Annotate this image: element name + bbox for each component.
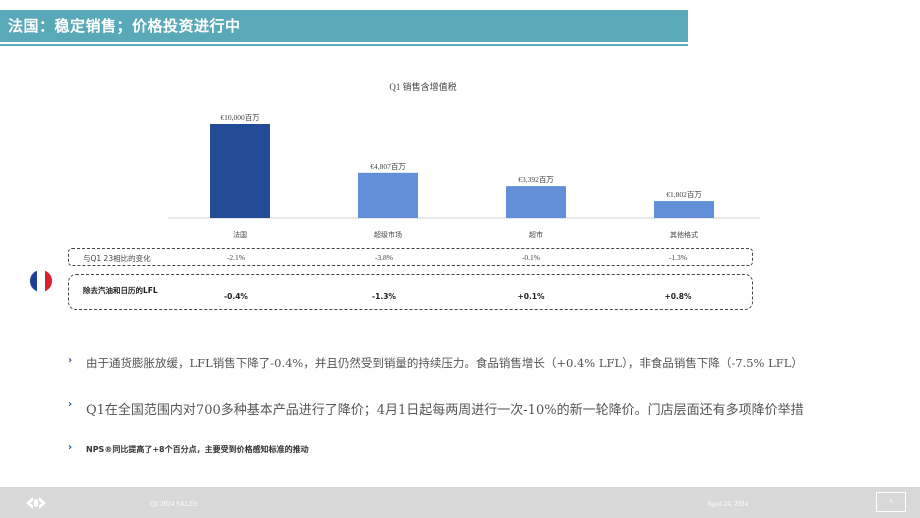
- chevron-right-icon: ›: [68, 399, 73, 410]
- footer-date: April 24, 2024: [707, 500, 749, 508]
- chevron-right-icon: ›: [68, 355, 73, 366]
- chart-title: Q1 销售含增值税: [389, 82, 457, 92]
- bar-data-label: €3,392百万: [518, 175, 554, 184]
- bar-data-label: €1,802百万: [666, 190, 702, 199]
- bar-1: [358, 172, 418, 218]
- bullet-text: Q1在全国范围内对700多种基本产品进行了降价；4月1日起每两周进行一次-10%…: [86, 403, 804, 418]
- change-cell-hypermarkets: -3.8%: [374, 253, 394, 262]
- lfl-cell-hypermarkets: -1.3%: [372, 292, 396, 301]
- bullet-item: › NPS®同比提高了+8个百分点，主要受到价格感知标准的推动: [68, 442, 309, 455]
- page-title: 法国：稳定销售；价格投资进行中: [8, 17, 241, 35]
- category-label: 其他格式: [670, 230, 698, 239]
- bullet-text: NPS®同比提高了+8个百分点，主要受到价格感知标准的推动: [86, 445, 309, 454]
- flag-stripe-blue: [30, 270, 38, 292]
- bullet-item: › Q1在全国范围内对700多种基本产品进行了降价；4月1日起每两周进行一次-1…: [68, 399, 804, 418]
- lfl-row-label: 除去汽油和日历的LFL: [83, 286, 158, 295]
- bullet-text: 由于通货膨胀放缓，LFL销售下降了-0.4%，并且仍然受到销量的持续压力。食品销…: [86, 356, 803, 370]
- flag-stripe-white: [37, 270, 45, 292]
- category-label: 超市: [529, 230, 543, 239]
- flag-stripe-red: [44, 270, 52, 292]
- bullet-item: › 由于通货膨胀放缓，LFL销售下降了-0.4%，并且仍然受到销量的持续压力。食…: [68, 355, 803, 371]
- chevron-right-icon: ›: [68, 442, 73, 453]
- bar-3: [654, 201, 714, 218]
- footer-left-text: Q1 2024 SALES: [150, 500, 198, 508]
- bar-data-label: €4,807百万: [370, 162, 406, 171]
- lfl-cell-other-formats: +0.8%: [664, 292, 692, 301]
- france-flag-icon: [30, 270, 52, 292]
- change-cell-other-formats: -1.3%: [668, 253, 688, 262]
- bar-0: [210, 124, 270, 218]
- title-underline: [0, 44, 688, 46]
- bar-2: [506, 186, 566, 218]
- lfl-cell-france: -0.4%: [224, 292, 248, 301]
- title-bar: 法国：稳定销售；价格投资进行中: [0, 10, 688, 42]
- lfl-cell-supermarkets: +0.1%: [517, 292, 545, 301]
- footer: Q1 2024 SALES April 24, 2024 9: [0, 487, 920, 518]
- change-row-label: 与Q1 23相比的变化: [83, 254, 151, 263]
- category-label: 超级市场: [374, 230, 402, 239]
- change-cell-supermarkets: -0.1%: [521, 253, 541, 262]
- category-label: 法国: [233, 230, 247, 239]
- change-cell-france: -2.1%: [226, 253, 246, 262]
- change-row: 与Q1 23相比的变化 -2.1% -3.8% -0.1% -1.3%: [68, 248, 753, 266]
- carrefour-logo-icon: [26, 497, 46, 509]
- page-number: 9: [876, 492, 906, 512]
- lfl-row: 除去汽油和日历的LFL -0.4% -1.3% +0.1% +0.8%: [68, 274, 753, 310]
- bar-data-label: €10,000百万: [220, 113, 260, 122]
